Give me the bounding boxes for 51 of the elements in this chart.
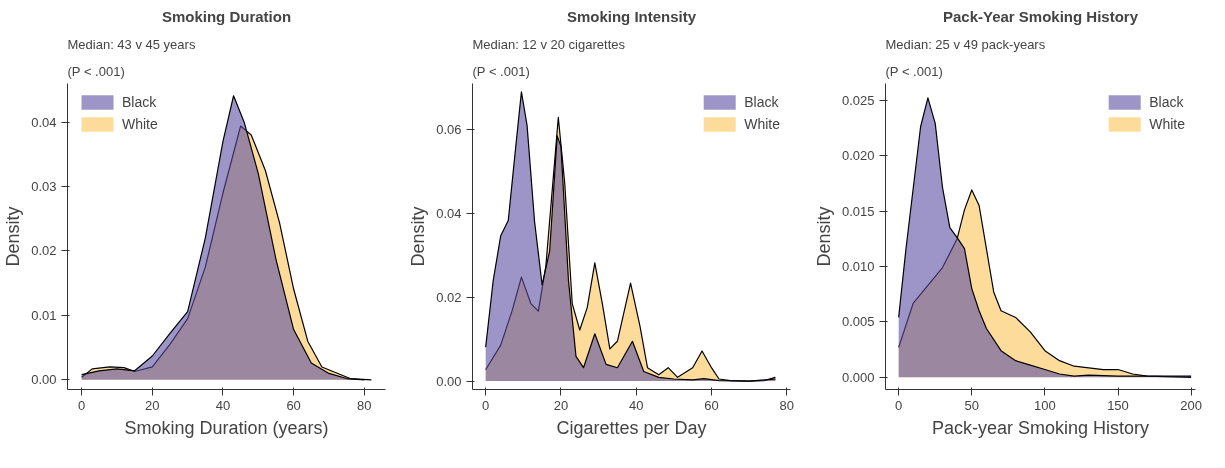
x-tick-label: 20 [145, 397, 160, 413]
x-tick-label: 0 [78, 397, 86, 413]
legend-label: White [122, 116, 158, 132]
y-tick-label: 0.00 [436, 373, 462, 389]
x-axis-title: Smoking Duration (years) [124, 417, 329, 438]
y-tick-label: 0.005 [841, 314, 875, 330]
x-tick-label: 80 [779, 397, 794, 413]
chart-title: Pack-Year Smoking History [942, 7, 1139, 25]
y-tick-label: 0.01 [31, 307, 57, 323]
y-tick-label: 0.06 [436, 122, 462, 138]
x-tick-label: 60 [286, 397, 301, 413]
x-tick-label: 40 [628, 397, 644, 413]
y-axis-title: Density [3, 206, 24, 267]
x-tick-label: 50 [964, 397, 980, 413]
chart-subtitle: Median: 43 v 45 years [67, 36, 196, 52]
legend-label: Black [744, 94, 779, 110]
y-tick-label: 0.00 [31, 372, 57, 388]
chart-subtitle: Median: 25 v 49 pack-years [885, 36, 1046, 52]
y-axis-title: Density [408, 206, 429, 267]
legend-label: White [744, 116, 780, 132]
y-tick-label: 0.04 [31, 114, 57, 130]
text: (P < .001) [67, 63, 125, 79]
y-tick-label: 0.015 [841, 203, 875, 219]
y-tick-label: 0.03 [31, 179, 57, 195]
chart-title: Smoking Duration [161, 7, 292, 25]
text: (P < .001) [885, 63, 943, 79]
x-tick-label: 100 [1034, 397, 1056, 413]
y-tick-label: 0.010 [841, 258, 875, 274]
x-tick-label: 0 [482, 397, 490, 413]
x-axis-title: Pack-year Smoking History [931, 417, 1150, 438]
y-tick-label: 0.04 [436, 205, 462, 221]
x-tick-label: 60 [704, 397, 719, 413]
y-tick-label: 0.02 [436, 289, 462, 305]
x-axis-title: Cigarettes per Day [556, 417, 707, 438]
y-tick-label: 0.000 [841, 369, 875, 385]
x-tick-label: 150 [1107, 397, 1129, 413]
legend-label: White [1149, 116, 1185, 132]
y-axis-title: Density [813, 206, 834, 267]
x-tick-label: 80 [357, 397, 372, 413]
legend-label: Black [1149, 94, 1184, 110]
x-tick-label: 40 [215, 397, 231, 413]
y-tick-label: 0.025 [841, 92, 875, 108]
chart-title: Smoking Intensity [566, 7, 697, 25]
y-tick-label: 0.020 [841, 148, 875, 164]
y-tick-label: 0.02 [31, 243, 57, 259]
x-tick-label: 20 [553, 397, 569, 413]
x-tick-label: 0 [895, 397, 903, 413]
chart-subtitle: Median: 12 v 20 cigarettes [472, 36, 626, 52]
text: (P < .001) [472, 63, 530, 79]
legend-label: Black [122, 94, 157, 110]
x-tick-label: 200 [1180, 397, 1202, 413]
